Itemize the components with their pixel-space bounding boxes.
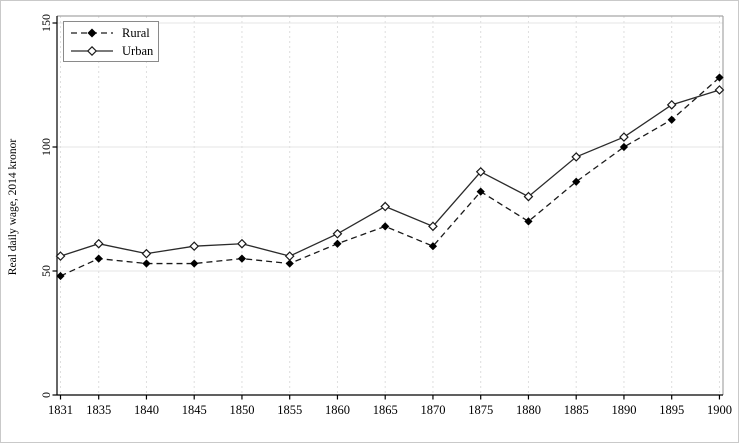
svg-text:1850: 1850 bbox=[229, 403, 254, 417]
svg-text:0: 0 bbox=[39, 392, 53, 398]
svg-text:1845: 1845 bbox=[182, 403, 207, 417]
svg-text:50: 50 bbox=[39, 265, 53, 277]
svg-text:1885: 1885 bbox=[564, 403, 589, 417]
svg-text:1875: 1875 bbox=[468, 403, 493, 417]
svg-text:1870: 1870 bbox=[420, 403, 445, 417]
plot-border bbox=[57, 15, 724, 395]
legend-box: Rural Urban bbox=[63, 21, 159, 62]
gridlines bbox=[57, 16, 723, 395]
axes bbox=[56, 16, 723, 396]
x-axis-ticks: 1831 1835 1840 1845 1850 1855 1860 1865 1870 1875… bbox=[48, 395, 732, 417]
svg-text:1840: 1840 bbox=[134, 403, 159, 417]
svg-text:1880: 1880 bbox=[516, 403, 541, 417]
urban-solid-line-sample-icon bbox=[71, 45, 113, 56]
legend-label-urban: Urban bbox=[122, 43, 154, 58]
legend-item-urban: Urban bbox=[70, 43, 154, 59]
legend-label-rural: Rural bbox=[122, 25, 150, 40]
series-urban bbox=[55, 85, 725, 261]
rural-dashed-line-sample-icon bbox=[71, 27, 113, 38]
y-axis-ticks: 0 50 100 150 bbox=[39, 14, 57, 398]
svg-text:1855: 1855 bbox=[277, 403, 302, 417]
svg-text:1865: 1865 bbox=[373, 403, 398, 417]
svg-text:150: 150 bbox=[39, 14, 53, 32]
svg-text:1831: 1831 bbox=[48, 403, 73, 417]
series-rural bbox=[56, 73, 724, 281]
svg-text:100: 100 bbox=[39, 138, 53, 156]
svg-text:1890: 1890 bbox=[611, 403, 636, 417]
y-axis-title: Real daily wage, 2014 kronor bbox=[7, 138, 19, 276]
legend-item-rural: Rural bbox=[70, 25, 152, 41]
svg-text:1895: 1895 bbox=[659, 403, 684, 417]
svg-text:1835: 1835 bbox=[86, 403, 111, 417]
svg-text:1860: 1860 bbox=[325, 403, 350, 417]
svg-text:1900: 1900 bbox=[707, 403, 732, 417]
